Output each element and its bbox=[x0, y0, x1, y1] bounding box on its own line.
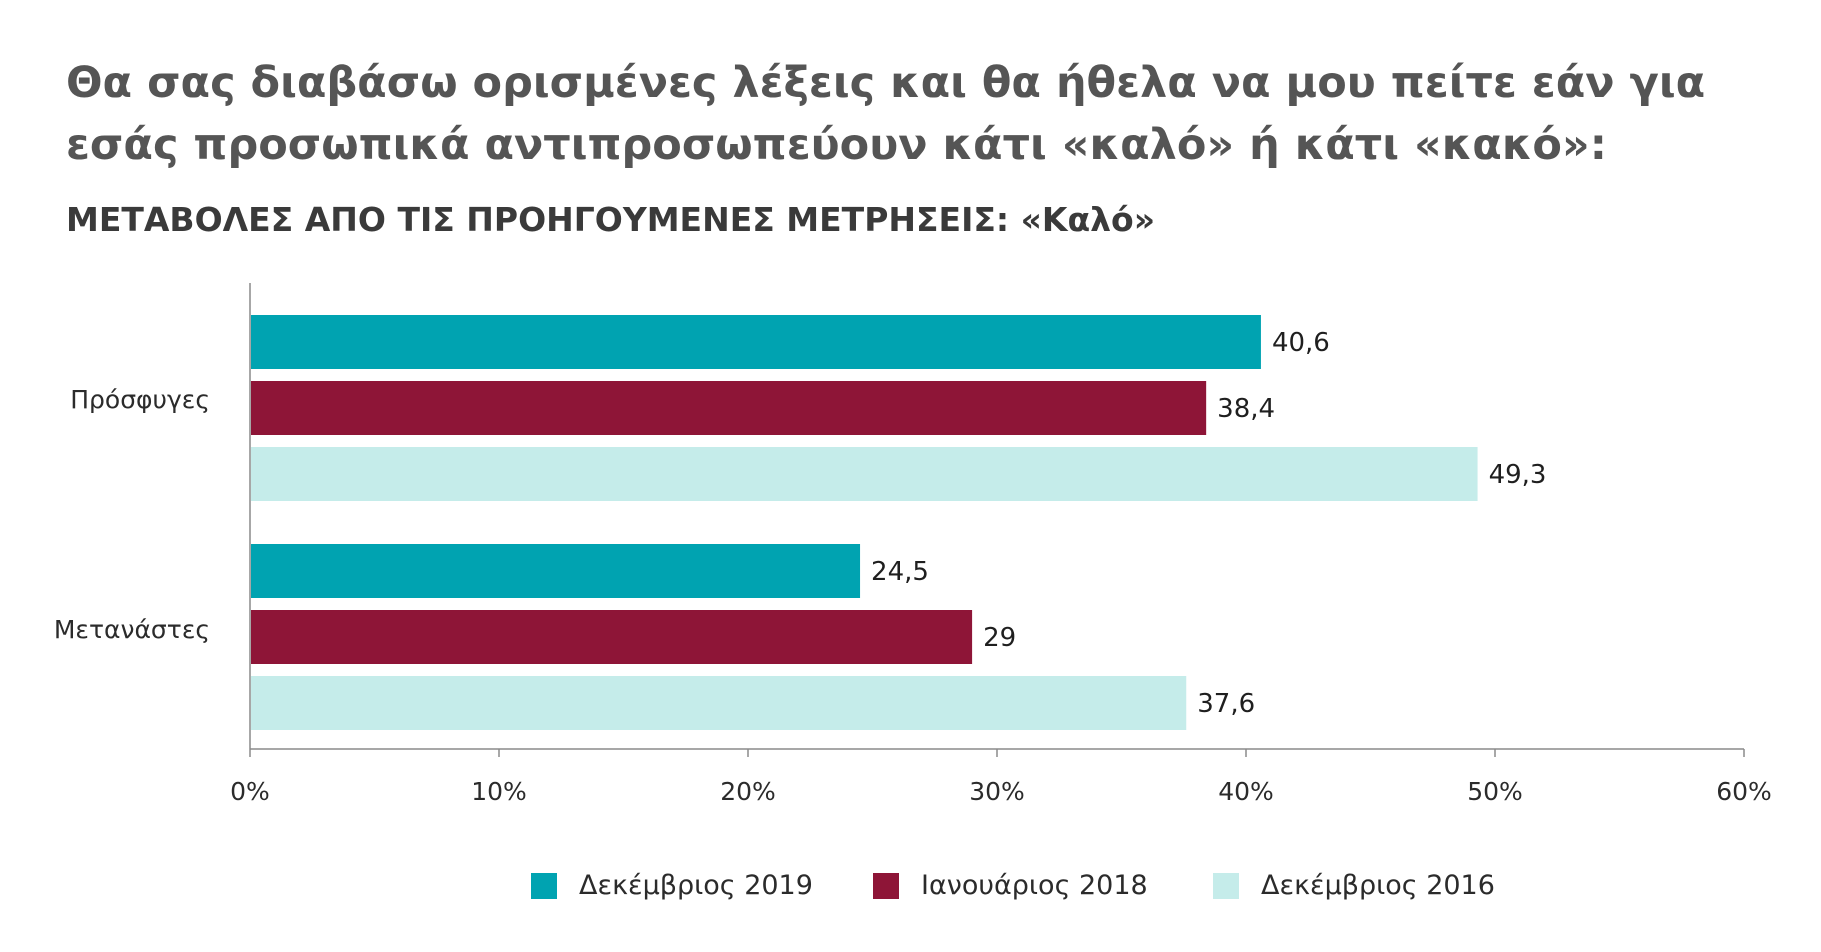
legend-swatch-dec-2019 bbox=[531, 872, 557, 899]
bar-1-2 bbox=[251, 676, 1187, 730]
category-label-0: Πρόσφυγες bbox=[70, 385, 210, 414]
chart-subtitle: ΜΕΤΑΒΟΛΕΣ ΑΠΟ ΤΙΣ ΠΡΟΗΓΟΥΜΕΝΕΣ ΜΕΤΡΗΣΕΙΣ… bbox=[66, 200, 1156, 239]
data-label-0-0: 40,6 bbox=[1272, 328, 1330, 358]
legend-label-dec-2019: Δεκέμβριος 2019 bbox=[579, 870, 813, 901]
category-label-1: Μετανάστες bbox=[54, 615, 210, 644]
x-tick-label-40: 40% bbox=[1218, 777, 1274, 806]
chart-title: Θα σας διαβάσω ορισμένες λέξεις και θα ή… bbox=[66, 52, 1766, 176]
x-tick-label-0: 0% bbox=[230, 777, 270, 806]
legend-item-dec-2019: Δεκέμβριος 2019 bbox=[531, 870, 813, 901]
bar-0-1 bbox=[251, 381, 1207, 435]
bar-0-2 bbox=[251, 447, 1478, 501]
x-tick-label-20: 20% bbox=[720, 777, 776, 806]
legend-swatch-jan-2018 bbox=[873, 872, 899, 899]
chart-title-line-1: Θα σας διαβάσω ορισμένες λέξεις και θα ή… bbox=[66, 58, 1706, 108]
data-label-0-1: 38,4 bbox=[1217, 394, 1275, 424]
x-tick-label-60: 60% bbox=[1716, 777, 1772, 806]
data-label-1-2: 37,6 bbox=[1197, 689, 1255, 719]
data-label-1-0: 24,5 bbox=[871, 557, 929, 587]
bar-1-1 bbox=[251, 610, 973, 664]
x-tick-label-30: 30% bbox=[969, 777, 1025, 806]
legend-swatch-dec-2016 bbox=[1213, 872, 1239, 899]
data-label-0-2: 49,3 bbox=[1489, 460, 1547, 490]
legend-label-jan-2018: Ιανουάριος 2018 bbox=[921, 870, 1148, 901]
bar-0-0 bbox=[251, 315, 1261, 369]
legend-item-jan-2018: Ιανουάριος 2018 bbox=[873, 870, 1148, 901]
x-tick-label-10: 10% bbox=[471, 777, 527, 806]
legend-label-dec-2016: Δεκέμβριος 2016 bbox=[1261, 870, 1495, 901]
data-label-1-1: 29 bbox=[983, 623, 1016, 653]
chart-legend: Δεκέμβριος 2019 Ιανουάριος 2018 Δεκέμβρι… bbox=[0, 870, 1821, 910]
x-tick-label-50: 50% bbox=[1467, 777, 1523, 806]
legend-item-dec-2016: Δεκέμβριος 2016 bbox=[1213, 870, 1495, 901]
chart-title-line-2: εσάς προσωπικά αντιπροσωπεύουν κάτι «καλ… bbox=[66, 120, 1607, 170]
bar-1-0 bbox=[251, 544, 861, 598]
